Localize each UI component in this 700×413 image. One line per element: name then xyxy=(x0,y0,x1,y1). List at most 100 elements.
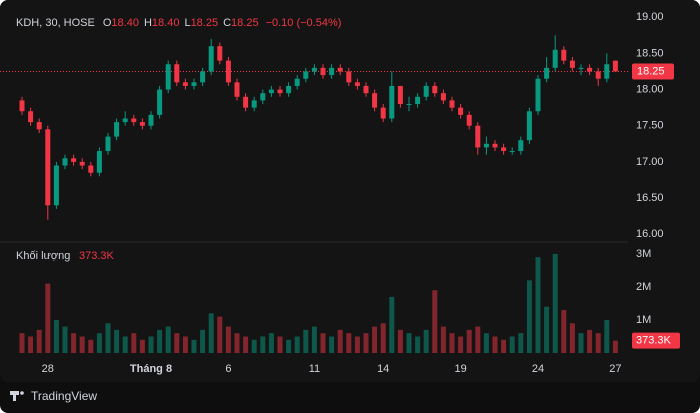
x-tick-label: 27 xyxy=(609,363,621,375)
candle-body xyxy=(423,85,429,97)
candle-body xyxy=(243,96,249,108)
volume-bar xyxy=(71,333,77,353)
candle-body xyxy=(217,46,223,61)
candle-body xyxy=(165,64,171,90)
x-tick-label: 19 xyxy=(454,363,466,375)
candle-body xyxy=(28,111,34,123)
candle-body xyxy=(303,71,309,79)
volume-bar xyxy=(311,326,317,353)
candle-body xyxy=(415,96,421,105)
candle-body xyxy=(251,100,257,108)
volume-bar xyxy=(174,333,180,353)
volume-bar xyxy=(440,326,446,353)
candle-body xyxy=(346,71,352,83)
last-price-badge xyxy=(632,63,674,80)
brand-name: TradingView xyxy=(31,389,97,403)
volume-bar xyxy=(458,336,464,353)
volume-bar xyxy=(277,336,283,353)
legend-key: O xyxy=(103,17,112,29)
volume-value: 373.3K xyxy=(79,250,115,262)
volume-bar xyxy=(251,339,257,353)
candle-body xyxy=(492,143,498,148)
x-tick-label: 24 xyxy=(532,363,544,375)
candle-body xyxy=(114,122,120,137)
candle-body xyxy=(182,82,188,86)
candle-body xyxy=(372,93,378,108)
legend-value: 18.40 xyxy=(111,17,139,29)
volume-bar xyxy=(62,326,68,353)
candle-body xyxy=(88,165,94,173)
volume-bar xyxy=(225,326,231,353)
candle-body xyxy=(595,71,601,79)
candle-body xyxy=(483,143,489,148)
candle-body xyxy=(578,67,584,69)
volume-bar xyxy=(604,319,610,353)
candle-body xyxy=(19,100,25,112)
volume-bar xyxy=(415,336,421,353)
volume-bar xyxy=(372,326,378,353)
volume-bar xyxy=(105,323,111,353)
candle-body xyxy=(337,67,343,72)
candle-body xyxy=(604,64,610,79)
volume-bar xyxy=(53,319,59,353)
volume-bar xyxy=(337,329,343,353)
volume-bar xyxy=(200,329,206,353)
candle-body xyxy=(501,147,507,152)
volume-bar xyxy=(88,339,94,353)
volume-bar xyxy=(243,336,249,353)
candle-body xyxy=(191,82,197,86)
volume-bar xyxy=(114,329,120,353)
candle-body xyxy=(53,165,59,206)
candle-body xyxy=(449,100,455,108)
candle-body xyxy=(268,89,274,94)
candle-body xyxy=(71,158,77,162)
candle-body xyxy=(79,161,85,166)
candle-body xyxy=(320,67,326,76)
volume-bar xyxy=(320,333,326,353)
volume-bar xyxy=(303,329,309,353)
candle-body xyxy=(518,140,524,152)
volume-bar xyxy=(449,333,455,353)
volume-bar xyxy=(475,326,481,353)
y-tick-label: 18.50 xyxy=(636,47,664,59)
volume-bar xyxy=(380,323,386,353)
volume-bar xyxy=(397,329,403,353)
volume-title: Khối lượng xyxy=(16,250,70,262)
volume-bar xyxy=(518,333,524,353)
candle-body xyxy=(96,151,102,173)
x-tick-label: 11 xyxy=(309,363,320,375)
volume-bar xyxy=(286,339,292,353)
volume-bar xyxy=(260,336,266,353)
volume-bar xyxy=(165,326,171,353)
x-tick-label: 14 xyxy=(377,363,389,375)
candle-body xyxy=(122,118,128,123)
volume-bar xyxy=(544,306,550,353)
volume-bar xyxy=(122,336,128,353)
candle-body xyxy=(105,136,111,152)
candle-body xyxy=(208,46,214,72)
candle-body xyxy=(45,129,51,206)
volume-bar xyxy=(182,336,188,353)
y-tick-label: 19.00 xyxy=(636,11,664,23)
candle-body xyxy=(389,85,395,119)
y-tick-label: 16.00 xyxy=(636,228,664,240)
candle-body xyxy=(260,93,266,101)
legend-change: −0.10 (−0.54%) xyxy=(266,17,342,29)
volume-badge xyxy=(632,332,680,349)
candle-body xyxy=(354,82,360,86)
volume-bar xyxy=(363,333,369,353)
volume-bar xyxy=(139,339,145,353)
candle-body xyxy=(440,93,446,101)
volume-bar xyxy=(329,336,335,353)
candle-body xyxy=(329,67,335,76)
legend-key: H xyxy=(144,17,152,29)
volume-bar xyxy=(406,333,412,353)
candle-body xyxy=(363,85,369,94)
volume-tick-label: 3M xyxy=(636,248,651,260)
candle-body xyxy=(225,60,231,83)
volume-bar xyxy=(466,329,472,353)
volume-bar xyxy=(354,336,360,353)
volume-bar xyxy=(45,283,51,353)
volume-bar xyxy=(578,333,584,353)
